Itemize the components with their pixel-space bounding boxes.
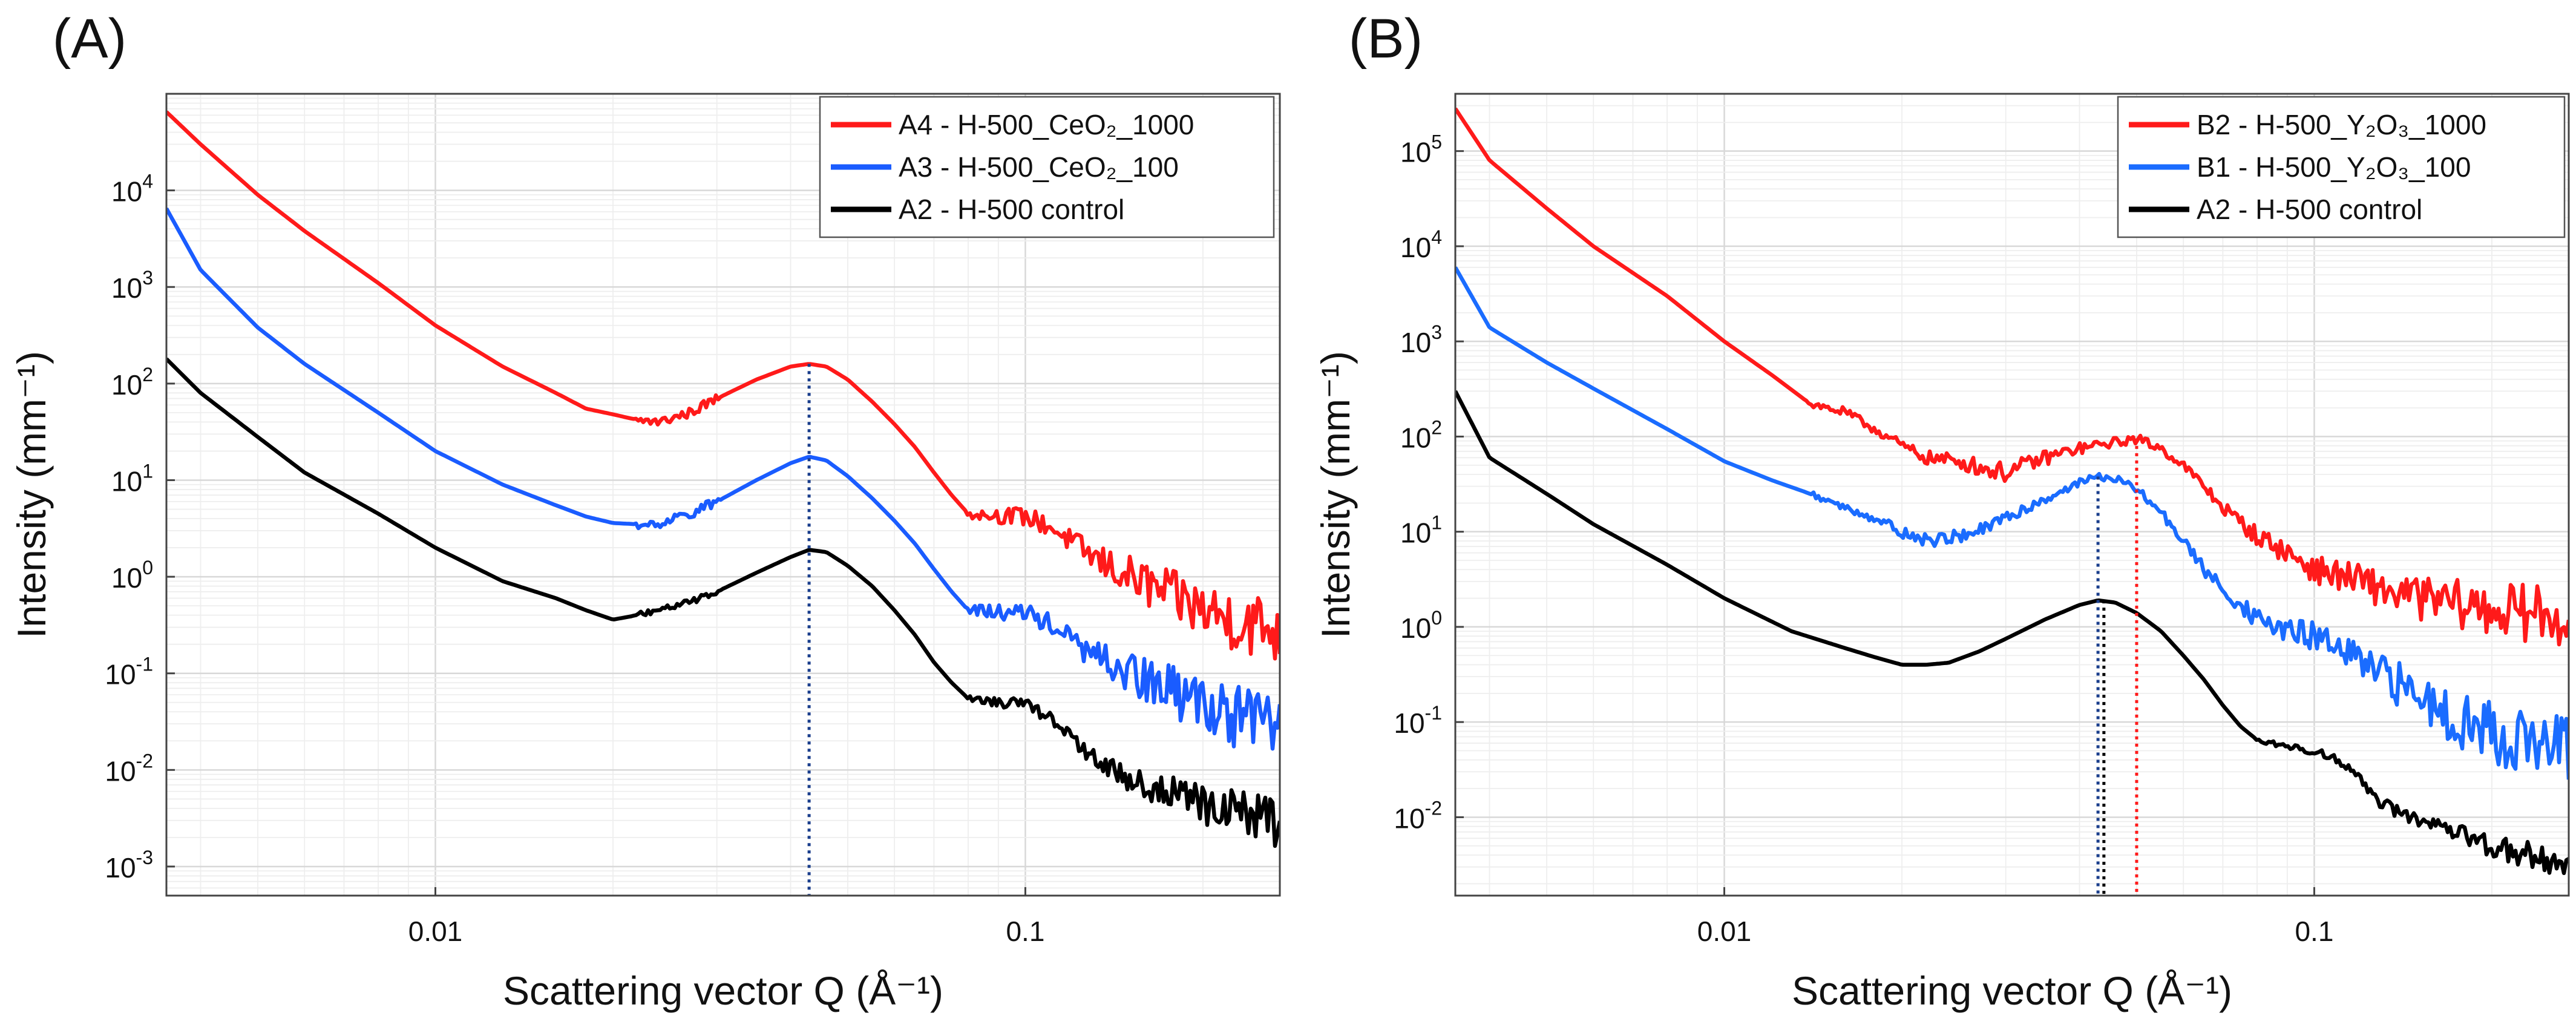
y-tick-base: 10 bbox=[1400, 612, 1431, 644]
y-tick-base: 10 bbox=[1400, 422, 1431, 453]
panel-label: (A) bbox=[53, 8, 127, 70]
legend-entry-label: A2 - H-500 control bbox=[2197, 194, 2422, 225]
plot-frame bbox=[1454, 93, 2570, 897]
y-tick-base: 10 bbox=[1394, 707, 1424, 739]
y-tick-label: 101 bbox=[1400, 512, 1442, 549]
y-tick-label: 104 bbox=[111, 171, 153, 208]
y-tick-base: 10 bbox=[111, 272, 142, 304]
y-tick-exponent: 5 bbox=[1431, 131, 1442, 153]
y-tick-label: 100 bbox=[111, 557, 153, 594]
y-tick-exponent: 1 bbox=[1431, 512, 1442, 534]
y-tick-exponent: 2 bbox=[142, 364, 153, 385]
y-tick-label: 10-1 bbox=[1394, 702, 1442, 739]
y-tick-base: 10 bbox=[1400, 232, 1431, 263]
legend-entry-label: B1 - H-500_Y₂O₃_100 bbox=[2197, 151, 2471, 183]
y-tick-base: 10 bbox=[111, 465, 142, 497]
y-tick-base: 10 bbox=[105, 852, 136, 884]
y-tick-label: 10-2 bbox=[105, 750, 153, 787]
y-tick-label: 105 bbox=[1400, 131, 1442, 168]
y-tick-exponent: 0 bbox=[1431, 607, 1442, 629]
x-tick-label: 0.01 bbox=[1697, 916, 1752, 947]
y-tick-label: 10-1 bbox=[105, 654, 153, 690]
y-tick-label: 102 bbox=[111, 364, 153, 401]
y-tick-base: 10 bbox=[111, 176, 142, 208]
legend-entry-label: A2 - H-500 control bbox=[899, 194, 1124, 225]
y-tick-exponent: -2 bbox=[1425, 797, 1442, 819]
y-tick-label: 103 bbox=[1400, 321, 1442, 358]
y-tick-base: 10 bbox=[105, 659, 136, 690]
y-tick-exponent: -2 bbox=[136, 750, 153, 772]
y-tick-base: 10 bbox=[105, 755, 136, 787]
y-tick-base: 10 bbox=[1400, 137, 1431, 168]
series-group bbox=[166, 110, 1280, 848]
y-tick-exponent: 3 bbox=[1431, 321, 1442, 343]
y-tick-exponent: -3 bbox=[136, 847, 153, 868]
y-tick-exponent: 4 bbox=[1431, 226, 1442, 248]
y-tick-exponent: 1 bbox=[142, 460, 153, 482]
series-line bbox=[1455, 266, 2569, 780]
y-tick-exponent: -1 bbox=[136, 654, 153, 675]
y-tick-label: 104 bbox=[1400, 226, 1442, 263]
y-tick-exponent: 3 bbox=[142, 267, 153, 289]
panel-label: (B) bbox=[1349, 8, 1423, 70]
y-tick-exponent: 0 bbox=[142, 557, 153, 579]
legend-box bbox=[2117, 96, 2566, 238]
x-tick-label: 0.1 bbox=[2295, 916, 2333, 947]
y-tick-base: 10 bbox=[1400, 517, 1431, 549]
y-tick-label: 103 bbox=[111, 267, 153, 304]
y-tick-label: 10-2 bbox=[1394, 797, 1442, 834]
series-line bbox=[1455, 107, 2569, 647]
y-tick-base: 10 bbox=[1394, 802, 1424, 834]
y-tick-label: 10-3 bbox=[105, 847, 153, 884]
x-tick-label: 0.01 bbox=[408, 916, 463, 947]
y-tick-base: 10 bbox=[111, 562, 142, 594]
y-tick-exponent: 4 bbox=[142, 171, 153, 192]
y-axis-title: Intensity (mm⁻¹) bbox=[9, 351, 54, 638]
series-line bbox=[1455, 390, 2569, 876]
legend: B2 - H-500_Y₂O₃_1000 B1 - H-500_Y₂O₃_100 A… bbox=[2117, 96, 2566, 238]
y-tick-exponent: -1 bbox=[1425, 702, 1442, 724]
y-tick-base: 10 bbox=[111, 369, 142, 401]
legend-entry-label: A4 - H-500_CeO₂_1000 bbox=[899, 109, 1194, 140]
series-group bbox=[1455, 107, 2569, 876]
legend-entry-label: B2 - H-500_Y₂O₃_1000 bbox=[2197, 109, 2486, 140]
series-line bbox=[166, 110, 1280, 661]
y-tick-label: 101 bbox=[111, 460, 153, 497]
y-tick-exponent: 2 bbox=[1431, 416, 1442, 438]
plot-frame bbox=[165, 93, 1281, 897]
y-tick-base: 10 bbox=[1400, 327, 1431, 358]
legend-box bbox=[819, 96, 1275, 238]
y-axis-title: Intensity (mm⁻¹) bbox=[1313, 351, 1358, 638]
grid bbox=[1455, 94, 2569, 896]
y-tick-label: 102 bbox=[1400, 416, 1442, 453]
x-axis-title: Scattering vector Q (Å⁻¹) bbox=[1792, 968, 2232, 1013]
x-axis-title: Scattering vector Q (Å⁻¹) bbox=[503, 968, 943, 1013]
y-tick-label: 100 bbox=[1400, 607, 1442, 644]
x-tick-label: 0.1 bbox=[1006, 916, 1044, 947]
legend-entry-label: A3 - H-500_CeO₂_100 bbox=[899, 151, 1179, 183]
legend: A4 - H-500_CeO₂_1000 A3 - H-500_CeO₂_100 A… bbox=[819, 96, 1275, 238]
series-line bbox=[166, 207, 1280, 751]
series-line bbox=[166, 357, 1280, 848]
